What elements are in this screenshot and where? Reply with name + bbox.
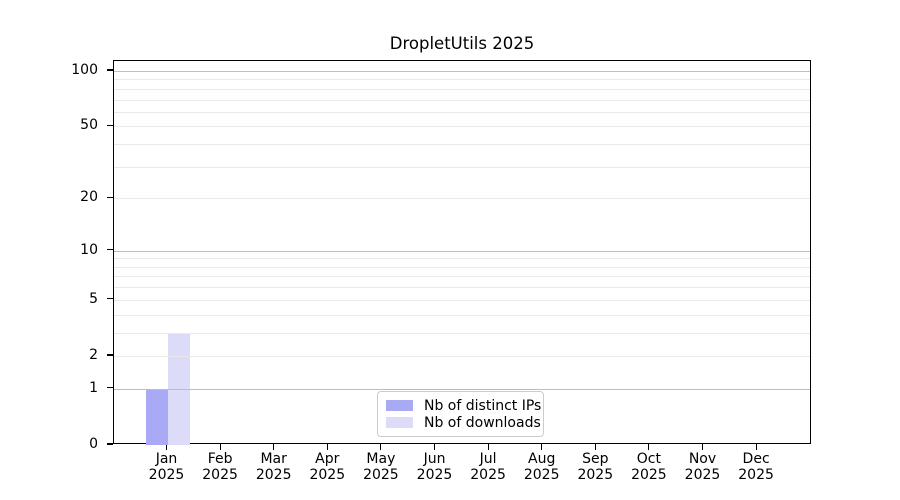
x-tick-year: 2025 <box>309 466 346 483</box>
y-tick-mark <box>107 196 113 198</box>
minor-gridline <box>114 287 810 289</box>
x-tick-year: 2025 <box>363 466 399 483</box>
minor-gridline <box>114 99 810 101</box>
y-tick-label: 100 <box>71 62 98 78</box>
x-tick-month: Feb <box>207 451 233 467</box>
y-tick-label: 1 <box>89 379 98 396</box>
x-tick-mark <box>380 444 382 450</box>
x-tick-mark <box>594 444 596 450</box>
x-tick-month: Jan <box>155 451 178 467</box>
y-tick-mark <box>107 443 113 445</box>
y-tick-label: 5 <box>89 290 98 307</box>
minor-gridline <box>114 79 810 81</box>
x-tick-label: Jun 2025 <box>395 451 475 483</box>
x-tick-label: Apr 2025 <box>287 451 367 483</box>
legend-label-downloads: Nb of downloads <box>424 414 541 431</box>
x-tick-year: 2025 <box>738 466 774 483</box>
x-tick-year: 2025 <box>148 466 185 483</box>
y-tick-label: 2 <box>89 346 98 363</box>
minor-gridline <box>114 314 810 316</box>
x-tick-month: Dec <box>742 451 770 467</box>
x-tick-mark <box>701 444 704 450</box>
x-tick-label: Dec 2025 <box>716 451 796 483</box>
minor-gridline <box>114 144 810 146</box>
y-tick-label: 10 <box>80 241 98 258</box>
x-tick-mark <box>541 444 543 450</box>
x-tick-year: 2025 <box>416 466 453 483</box>
minor-gridline <box>114 266 810 268</box>
major-gridline <box>114 250 810 252</box>
x-tick-month: Sep <box>582 451 609 467</box>
x-tick-mark <box>433 444 436 450</box>
x-tick-mark <box>165 444 168 450</box>
bar-jan-series0 <box>145 388 168 445</box>
x-tick-label: Feb 2025 <box>180 451 260 483</box>
y-tick-mark <box>107 387 113 389</box>
minor-gridline <box>114 258 810 260</box>
x-tick-mark <box>219 444 221 450</box>
x-tick-month: Jun <box>423 451 446 467</box>
x-tick-month: Nov <box>688 451 717 467</box>
major-gridline <box>114 388 810 390</box>
x-tick-month: Aug <box>528 451 556 467</box>
y-tick-mark <box>107 69 113 71</box>
y-tick-label: 0 <box>89 436 98 452</box>
x-tick-month: May <box>366 451 396 467</box>
x-tick-mark <box>755 444 757 450</box>
major-gridline <box>114 71 810 72</box>
x-tick-year: 2025 <box>523 466 560 483</box>
minor-gridline <box>114 166 810 168</box>
x-tick-year: 2025 <box>255 466 292 483</box>
x-tick-year: 2025 <box>684 466 721 483</box>
legend-item-distinct-ips: Nb of distinct IPs <box>386 397 541 414</box>
x-tick-mark <box>487 444 489 450</box>
x-tick-month: Oct <box>636 451 661 467</box>
x-tick-month: Mar <box>260 451 287 467</box>
x-tick-label: Sep 2025 <box>555 451 635 483</box>
y-tick-mark <box>107 298 113 300</box>
y-tick-label: 50 <box>80 117 98 134</box>
legend-swatch-distinct-ips <box>386 400 413 411</box>
bar-jan-series1 <box>167 332 190 445</box>
x-tick-year: 2025 <box>577 466 614 483</box>
minor-gridline <box>114 126 810 128</box>
x-tick-month: Jul <box>479 451 497 467</box>
x-tick-year: 2025 <box>631 466 667 483</box>
x-tick-label: Aug 2025 <box>502 451 582 483</box>
x-tick-year: 2025 <box>470 466 506 483</box>
legend-swatch-downloads <box>386 417 413 428</box>
x-tick-mark <box>326 444 328 450</box>
plot-area <box>113 60 811 445</box>
minor-gridline <box>114 299 810 301</box>
legend-item-downloads: Nb of downloads <box>386 414 541 431</box>
legend-label-distinct-ips: Nb of distinct IPs <box>424 397 542 414</box>
x-tick-mark <box>648 444 650 450</box>
x-tick-label: Oct 2025 <box>609 451 689 483</box>
minor-gridline <box>114 88 810 90</box>
x-tick-label: Jul 2025 <box>448 451 528 483</box>
minor-gridline <box>114 332 810 334</box>
minor-gridline <box>114 276 810 278</box>
x-tick-label: Jan 2025 <box>127 451 207 483</box>
x-tick-mark <box>273 444 275 450</box>
chart-title: DropletUtils 2025 <box>389 34 535 53</box>
x-tick-month: Apr <box>315 451 340 467</box>
y-tick-mark <box>107 249 113 251</box>
y-tick-mark <box>107 124 113 126</box>
minor-gridline <box>114 111 810 113</box>
x-tick-year: 2025 <box>202 466 238 483</box>
minor-gridline <box>114 355 810 357</box>
x-tick-label: Nov 2025 <box>663 451 743 483</box>
minor-gridline <box>114 198 810 200</box>
y-tick-label: 20 <box>80 189 98 206</box>
legend: Nb of distinct IPs Nb of downloads <box>377 391 544 437</box>
x-tick-label: Mar 2025 <box>234 451 314 483</box>
x-tick-label: May 2025 <box>341 451 421 483</box>
y-tick-mark <box>107 354 113 356</box>
